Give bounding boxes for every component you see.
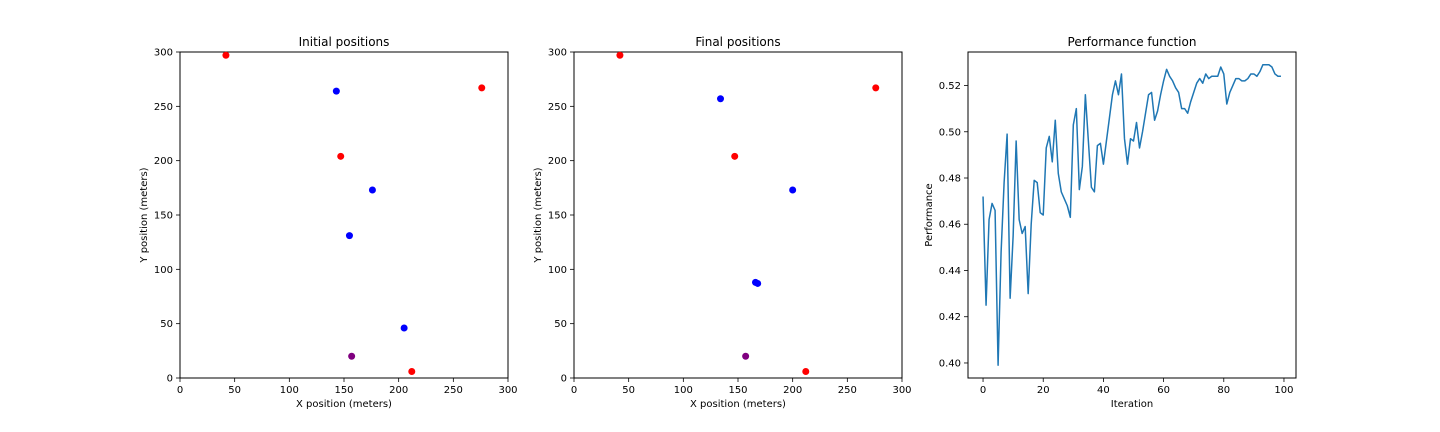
subplot-3: Performance function 0 20 40 60 80 100 0.40 0.42…: [924, 35, 1297, 410]
y-tick-label: 50: [160, 319, 173, 330]
scatter-point: [345, 232, 353, 240]
x-tick-label: 0: [571, 385, 577, 396]
axes-frame: [179, 51, 509, 379]
y-tick-label: 0.40: [939, 358, 961, 369]
y-tick-label: 0.48: [939, 174, 961, 185]
y-tick-label: 150: [154, 211, 173, 222]
y-tick-label: 50: [554, 319, 567, 330]
x-tick-label: 200: [783, 385, 802, 396]
x-tick-label: 40: [1097, 385, 1110, 396]
chart-title: Performance function: [1068, 35, 1197, 49]
x-tick-label: 150: [334, 385, 353, 396]
x-tick-label: 60: [1157, 385, 1170, 396]
scatter-point: [802, 367, 810, 375]
x-tick-label: 0: [980, 385, 986, 396]
axes-frame: [573, 51, 903, 379]
x-tick-label: 250: [838, 385, 857, 396]
scatter-point: [348, 352, 356, 360]
scatter-point: [400, 324, 408, 332]
x-axis-label: X position (meters): [296, 399, 392, 410]
scatter-point: [222, 51, 230, 59]
performance-line: [982, 63, 1281, 367]
scatter-point: [731, 152, 739, 160]
x-tick-label: 150: [728, 385, 747, 396]
chart-title: Initial positions: [299, 35, 390, 49]
subplot-2: Final positions 0 50 100 150 200 250 300 0 50 100 1…: [533, 35, 912, 410]
scatter-point: [478, 84, 486, 92]
scatter-point: [717, 95, 725, 103]
y-tick-label: 100: [154, 265, 173, 276]
x-tick-label: 100: [674, 385, 693, 396]
y-tick-label: 0.52: [939, 81, 961, 92]
y-tick-label: 0.44: [939, 266, 961, 277]
x-axis-label: Iteration: [1111, 399, 1153, 410]
x-tick-label: 0: [177, 385, 183, 396]
scatter-point: [742, 352, 750, 360]
y-tick-label: 0.50: [939, 127, 961, 138]
y-tick-label: 0.46: [939, 220, 961, 231]
scatter-point: [616, 51, 624, 59]
x-tick-label: 80: [1217, 385, 1230, 396]
y-tick-label: 250: [548, 102, 567, 113]
x-tick-label: 300: [892, 385, 911, 396]
y-tick-label: 300: [154, 48, 173, 59]
x-tick-label: 50: [228, 385, 241, 396]
x-tick-label: 50: [622, 385, 635, 396]
scatter-point: [754, 279, 762, 287]
x-tick-label: 250: [444, 385, 463, 396]
y-tick-label: 150: [548, 211, 567, 222]
y-tick-label: 200: [154, 156, 173, 167]
x-tick-label: 300: [498, 385, 517, 396]
scatter-point: [789, 186, 797, 194]
y-axis-label: Performance: [924, 183, 935, 246]
y-axis-label: Y position (meters): [533, 167, 544, 263]
scatter-point: [332, 87, 340, 95]
y-tick-label: 100: [548, 265, 567, 276]
x-tick-label: 100: [1274, 385, 1293, 396]
y-axis-label: Y position (meters): [139, 167, 150, 263]
subplot-1: Initial positions 0 50 100 150 200 250 300 0 50 10…: [139, 35, 518, 410]
y-tick-label: 0: [167, 374, 173, 385]
y-tick-label: 300: [548, 48, 567, 59]
scatter-point: [337, 152, 345, 160]
y-tick-label: 0: [561, 374, 567, 385]
scatter-point: [368, 186, 376, 194]
x-tick-label: 200: [389, 385, 408, 396]
x-tick-label: 20: [1037, 385, 1050, 396]
y-tick-label: 250: [154, 102, 173, 113]
chart-title: Final positions: [695, 35, 780, 49]
scatter-point: [408, 367, 416, 375]
x-tick-label: 100: [280, 385, 299, 396]
x-axis-label: X position (meters): [690, 399, 786, 410]
scatter-point: [872, 84, 880, 92]
y-tick-label: 0.42: [939, 312, 961, 323]
axes-frame: [967, 51, 1297, 379]
y-tick-label: 200: [548, 156, 567, 167]
